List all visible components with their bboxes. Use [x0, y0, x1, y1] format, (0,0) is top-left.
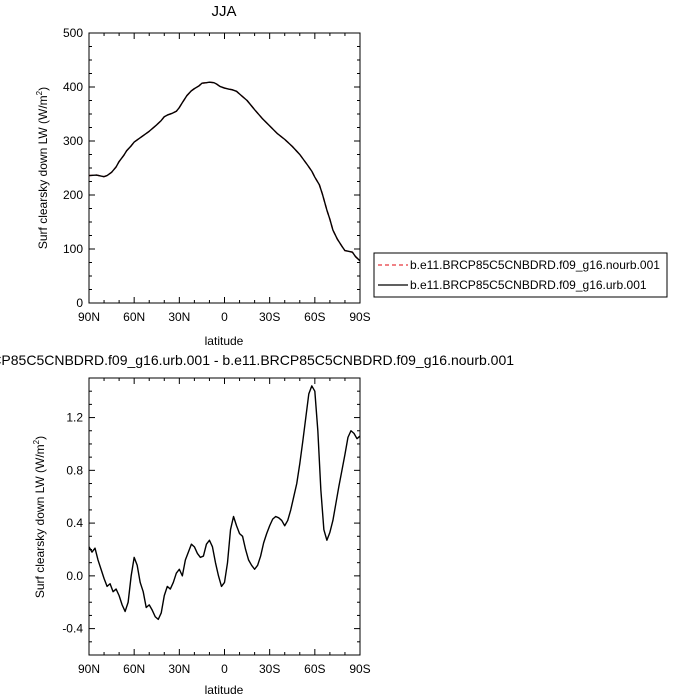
- top-panel: JJA 90N 60N 30N 0 30S 60S 90S 0 100 200 300 400 500…: [35, 3, 371, 348]
- y-tick-label: 0.0: [66, 569, 83, 583]
- x-tick-label: 60S: [304, 662, 325, 676]
- x-tick-label: 30S: [259, 662, 280, 676]
- y-tick-label: 100: [63, 242, 83, 256]
- y-tick-label: 400: [63, 80, 83, 94]
- y-tick-label: 500: [63, 26, 83, 40]
- x-tick-label: 60N: [123, 662, 145, 676]
- top-series-lines: [88, 81, 361, 262]
- y-tick-label: 1.2: [66, 411, 83, 425]
- top-plot-frame: [88, 32, 361, 304]
- top-chart-title: JJA: [211, 3, 236, 20]
- top-ticks: [88, 32, 361, 304]
- bottom-y-axis-label: Surf clearsky down LW (W/m2): [32, 436, 47, 598]
- bottom-panel: b.e11.BRCP85C5CNBDRD.f09_g16.urb.001 - b…: [0, 352, 514, 697]
- legend-label-nourb: b.e11.BRCP85C5CNBDRD.f09_g16.nourb.001: [410, 258, 660, 272]
- bottom-x-axis-label: latitude: [205, 683, 244, 697]
- bottom-ticks: [88, 377, 361, 656]
- legend: b.e11.BRCP85C5CNBDRD.f09_g16.nourb.001 b…: [373, 252, 668, 298]
- x-tick-label: 30N: [168, 662, 190, 676]
- top-series-line-0: [88, 81, 361, 262]
- y-tick-label: 0: [76, 296, 83, 310]
- top-series-line-1: [88, 81, 361, 262]
- bottom-plot-frame: [88, 377, 361, 656]
- x-tick-label: 0: [221, 662, 228, 676]
- x-tick-label: 30N: [168, 310, 190, 324]
- bottom-chart-title: b.e11.BRCP85C5CNBDRD.f09_g16.urb.001 - b…: [0, 352, 514, 368]
- bottom-x-tick-labels: 90N 60N 30N 0 30S 60S 90S: [78, 662, 371, 676]
- y-tick-label: 0.4: [66, 516, 83, 530]
- x-tick-label: 90S: [349, 310, 370, 324]
- bottom-series-lines: [88, 385, 361, 621]
- legend-box: [373, 252, 668, 298]
- top-y-tick-labels: 0 100 200 300 400 500: [63, 26, 83, 310]
- x-tick-label: 90N: [78, 662, 100, 676]
- top-x-tick-labels: 90N 60N 30N 0 30S 60S 90S: [78, 310, 371, 324]
- legend-label-urb: b.e11.BRCP85C5CNBDRD.f09_g16.urb.001: [410, 278, 647, 292]
- top-x-axis-label: latitude: [205, 334, 244, 348]
- x-tick-label: 90N: [78, 310, 100, 324]
- x-tick-label: 90S: [349, 662, 370, 676]
- x-tick-label: 60N: [123, 310, 145, 324]
- x-tick-label: 0: [221, 310, 228, 324]
- y-tick-label: 300: [63, 134, 83, 148]
- x-tick-label: 60S: [304, 310, 325, 324]
- y-tick-label: 0.8: [66, 463, 83, 477]
- bottom-y-tick-labels: -0.4 0.0 0.4 0.8 1.2: [62, 411, 83, 636]
- bot-series-line-0: [88, 385, 361, 621]
- x-tick-label: 30S: [259, 310, 280, 324]
- top-y-axis-label: Surf clearsky down LW (W/m2): [35, 87, 50, 249]
- y-tick-label: 200: [63, 188, 83, 202]
- y-tick-label: -0.4: [62, 622, 83, 636]
